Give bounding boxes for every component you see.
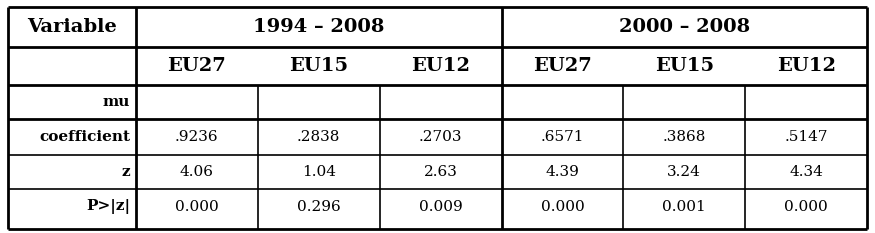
Text: 4.39: 4.39 (545, 165, 579, 179)
Text: 1.04: 1.04 (302, 165, 336, 179)
Text: 0.000: 0.000 (175, 200, 219, 214)
Text: EU27: EU27 (167, 57, 227, 75)
Text: coefficient: coefficient (39, 130, 130, 144)
Text: 3.24: 3.24 (668, 165, 701, 179)
Text: .3868: .3868 (662, 130, 706, 144)
Text: 0.001: 0.001 (662, 200, 706, 214)
Text: 0.000: 0.000 (784, 200, 828, 214)
Text: EU27: EU27 (533, 57, 592, 75)
Text: 1994 – 2008: 1994 – 2008 (253, 18, 384, 36)
Text: .2703: .2703 (419, 130, 462, 144)
Text: 2.63: 2.63 (424, 165, 458, 179)
Text: mu: mu (102, 95, 130, 109)
Text: P>|z|: P>|z| (86, 199, 130, 215)
Text: 2000 – 2008: 2000 – 2008 (619, 18, 750, 36)
Text: EU15: EU15 (654, 57, 714, 75)
Text: Variable: Variable (27, 18, 117, 36)
Text: EU12: EU12 (777, 57, 836, 75)
Text: EU15: EU15 (289, 57, 348, 75)
Text: 0.296: 0.296 (297, 200, 340, 214)
Text: z: z (122, 165, 130, 179)
Text: .6571: .6571 (541, 130, 584, 144)
Text: 4.06: 4.06 (180, 165, 214, 179)
Text: EU12: EU12 (411, 57, 470, 75)
Text: 4.34: 4.34 (789, 165, 823, 179)
Text: 0.000: 0.000 (541, 200, 584, 214)
Text: .2838: .2838 (298, 130, 340, 144)
Text: .9236: .9236 (175, 130, 219, 144)
Text: 0.009: 0.009 (419, 200, 463, 214)
Text: .5147: .5147 (784, 130, 828, 144)
